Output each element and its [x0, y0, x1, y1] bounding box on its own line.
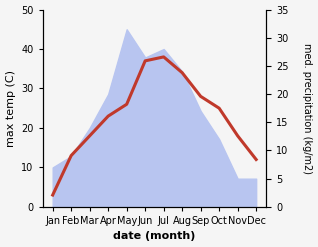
Y-axis label: max temp (C): max temp (C)	[5, 70, 16, 147]
X-axis label: date (month): date (month)	[113, 231, 196, 242]
Y-axis label: med. precipitation (kg/m2): med. precipitation (kg/m2)	[302, 43, 313, 174]
